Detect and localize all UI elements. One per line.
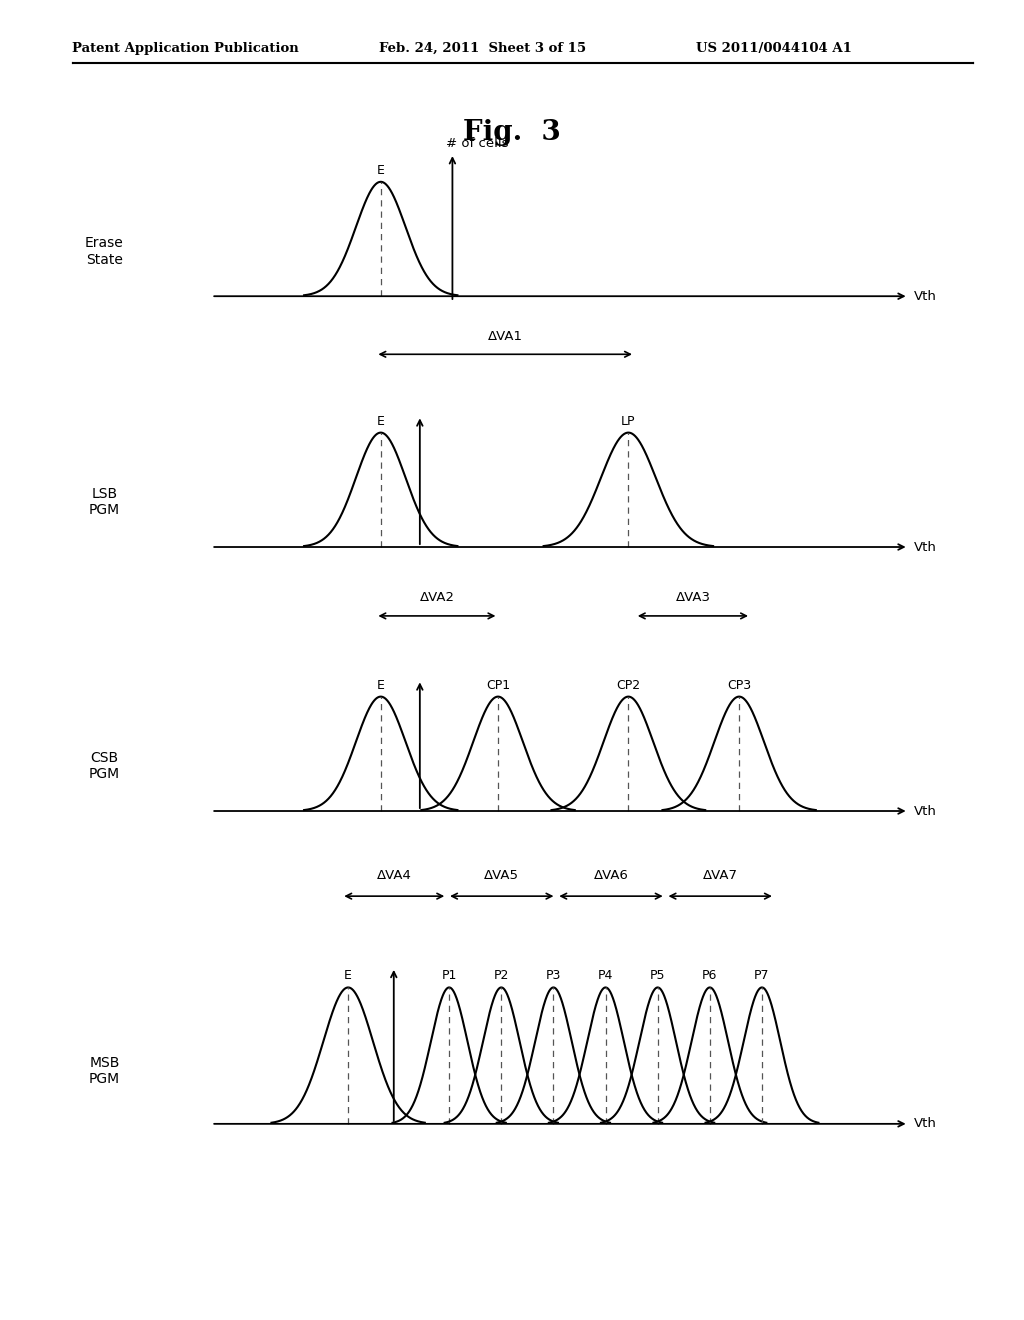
Text: CP1: CP1 — [486, 678, 510, 692]
Text: Feb. 24, 2011  Sheet 3 of 15: Feb. 24, 2011 Sheet 3 of 15 — [379, 42, 586, 55]
Text: ΔVA3: ΔVA3 — [676, 590, 711, 603]
Text: LP: LP — [622, 414, 636, 428]
Text: Vth: Vth — [913, 540, 937, 553]
Text: LSB
PGM: LSB PGM — [89, 487, 120, 517]
Text: ΔVA7: ΔVA7 — [702, 870, 737, 882]
Text: P2: P2 — [494, 969, 509, 982]
Text: ΔVA2: ΔVA2 — [420, 590, 455, 603]
Text: Vth: Vth — [913, 289, 937, 302]
Text: # of cells: # of cells — [445, 137, 508, 149]
Text: US 2011/0044104 A1: US 2011/0044104 A1 — [696, 42, 852, 55]
Text: MSB
PGM: MSB PGM — [89, 1056, 120, 1086]
Text: P6: P6 — [702, 969, 718, 982]
Text: E: E — [377, 414, 385, 428]
Text: E: E — [377, 678, 385, 692]
Text: CP3: CP3 — [727, 678, 752, 692]
Text: ΔVA4: ΔVA4 — [377, 870, 412, 882]
Text: Vth: Vth — [913, 804, 937, 817]
Text: P4: P4 — [598, 969, 613, 982]
Text: Fig.  3: Fig. 3 — [463, 119, 561, 145]
Text: ΔVA6: ΔVA6 — [594, 870, 629, 882]
Text: P5: P5 — [650, 969, 666, 982]
Text: E: E — [377, 164, 385, 177]
Text: P1: P1 — [441, 969, 457, 982]
Text: CP2: CP2 — [616, 678, 640, 692]
Text: P3: P3 — [546, 969, 561, 982]
Text: P7: P7 — [755, 969, 770, 982]
Text: ΔVA5: ΔVA5 — [484, 870, 519, 882]
Text: Patent Application Publication: Patent Application Publication — [72, 42, 298, 55]
Text: Vth: Vth — [913, 1117, 937, 1130]
Text: E: E — [344, 969, 352, 982]
Text: CSB
PGM: CSB PGM — [89, 751, 120, 781]
Text: ΔVA1: ΔVA1 — [487, 330, 522, 343]
Text: Erase
State: Erase State — [85, 236, 124, 267]
